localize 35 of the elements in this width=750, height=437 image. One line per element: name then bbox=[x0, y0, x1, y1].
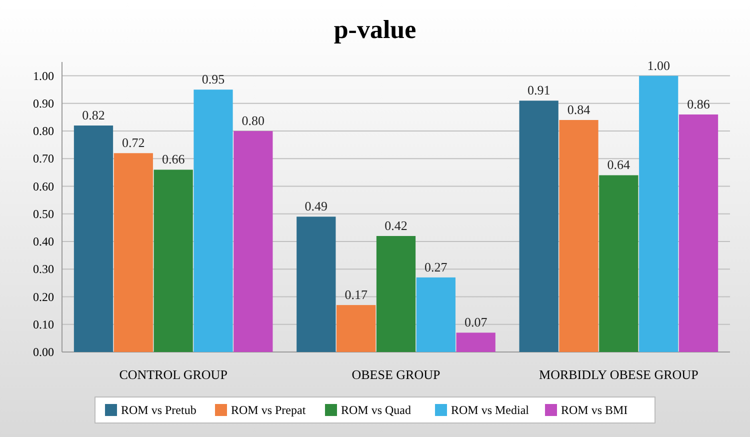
y-tick-label: 1.00 bbox=[33, 68, 54, 83]
data-label: 0.72 bbox=[122, 135, 145, 150]
data-label: 0.49 bbox=[304, 198, 328, 214]
data-label: 0.27 bbox=[424, 259, 448, 274]
data-label: 0.91 bbox=[527, 82, 550, 98]
y-tick-label: 0.20 bbox=[33, 290, 54, 304]
data-label: 0.42 bbox=[384, 218, 408, 233]
data-label: 0.86 bbox=[687, 96, 710, 112]
data-label: 0.95 bbox=[202, 72, 225, 87]
y-tick-label: 0.40 bbox=[33, 234, 54, 249]
y-tick-label: 0.60 bbox=[33, 179, 54, 194]
y-tick-label: 0.80 bbox=[33, 124, 54, 138]
legend-label: ROM vs Quad bbox=[341, 403, 412, 417]
chart-title: p-value bbox=[334, 15, 416, 44]
data-label: 0.64 bbox=[607, 157, 631, 172]
legend-label: ROM vs BMI bbox=[561, 403, 628, 417]
data-label: 0.84 bbox=[567, 102, 591, 117]
legend-label: ROM vs Medial bbox=[451, 403, 530, 417]
legend-label: ROM vs Prepat bbox=[231, 403, 306, 417]
x-tick-label: CONTROL GROUP bbox=[119, 367, 228, 382]
y-tick-label: 0.70 bbox=[33, 152, 54, 166]
y-tick-label: 0.10 bbox=[33, 317, 54, 332]
x-tick-label: OBESE GROUP bbox=[352, 367, 440, 382]
data-label: 0.66 bbox=[162, 152, 186, 167]
legend-label: ROM vs Pretub bbox=[121, 403, 196, 417]
y-tick-label: 0.90 bbox=[33, 96, 54, 110]
y-tick-label: 0.30 bbox=[33, 262, 54, 276]
data-label: 1.00 bbox=[647, 58, 670, 73]
y-tick-label: 0.50 bbox=[33, 206, 54, 221]
data-label: 0.17 bbox=[344, 287, 368, 302]
data-label: 0.80 bbox=[242, 113, 265, 128]
data-label: 0.82 bbox=[82, 108, 105, 123]
y-tick-label: 0.00 bbox=[33, 345, 54, 359]
x-tick-label: MORBIDLY OBESE GROUP bbox=[539, 367, 698, 382]
data-label: 0.07 bbox=[464, 314, 488, 330]
